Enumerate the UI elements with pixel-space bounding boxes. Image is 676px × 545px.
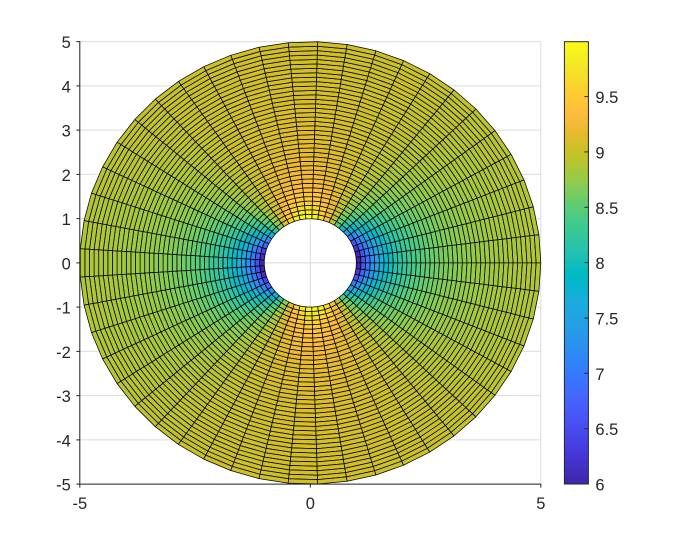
- svg-text:4: 4: [62, 78, 71, 96]
- svg-text:7: 7: [595, 366, 604, 384]
- svg-text:-1: -1: [56, 300, 71, 318]
- svg-text:5: 5: [62, 34, 71, 52]
- svg-text:3: 3: [62, 123, 71, 141]
- svg-text:6: 6: [595, 477, 604, 495]
- svg-text:-5: -5: [72, 495, 87, 513]
- svg-text:0: 0: [306, 495, 315, 513]
- svg-text:1: 1: [62, 211, 71, 229]
- svg-text:6.5: 6.5: [595, 421, 618, 439]
- svg-text:-2: -2: [56, 344, 71, 362]
- svg-text:0: 0: [62, 255, 71, 273]
- svg-text:5: 5: [536, 495, 545, 513]
- svg-text:8.5: 8.5: [595, 200, 618, 218]
- svg-text:7.5: 7.5: [595, 311, 618, 329]
- svg-text:8: 8: [595, 255, 604, 273]
- svg-text:9.5: 9.5: [595, 89, 618, 107]
- svg-text:-5: -5: [56, 477, 71, 495]
- svg-text:-3: -3: [56, 388, 71, 406]
- svg-text:-4: -4: [56, 432, 71, 450]
- svg-text:9: 9: [595, 144, 604, 162]
- svg-text:2: 2: [62, 167, 71, 185]
